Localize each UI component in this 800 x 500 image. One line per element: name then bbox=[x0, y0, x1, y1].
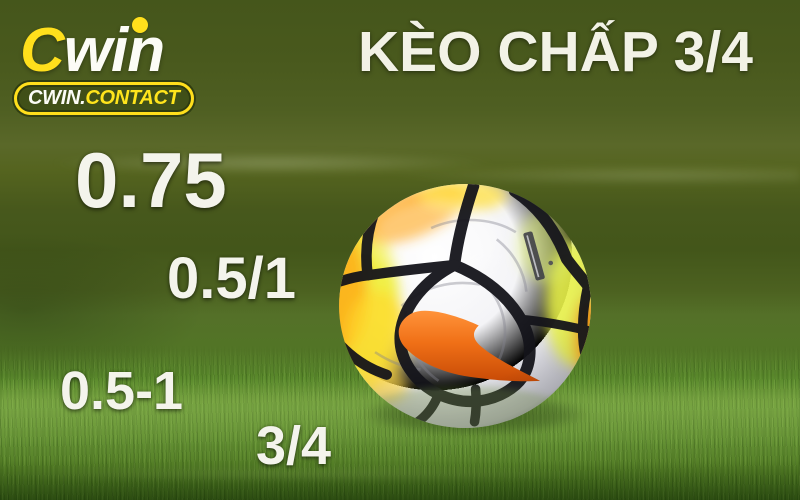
logo-tail-letters: win bbox=[63, 16, 165, 85]
odds-label-3-4: 3/4 bbox=[256, 416, 332, 476]
bottom-vignette bbox=[0, 460, 800, 500]
page-title: KÈO CHẤP 3/4 bbox=[358, 20, 753, 84]
contact-badge-secondary: CONTACT bbox=[85, 87, 180, 109]
odds-label-0-5-slash-1: 0.5/1 bbox=[167, 246, 296, 311]
grass-far-light bbox=[0, 464, 800, 484]
odds-label-0-5-dash-1: 0.5-1 bbox=[60, 361, 184, 421]
odds-label-0-75: 0.75 bbox=[75, 136, 227, 224]
logo-i-dot-icon bbox=[132, 17, 148, 33]
nike-soccer-ball-icon bbox=[339, 184, 591, 428]
ball-rim-shade bbox=[339, 184, 591, 428]
contact-badge[interactable]: CWIN. CONTACT bbox=[14, 82, 194, 115]
contact-badge-primary: CWIN. bbox=[28, 87, 86, 109]
cwin-logo: Cwin bbox=[20, 17, 165, 82]
logo-lead-letter: C bbox=[20, 16, 65, 85]
